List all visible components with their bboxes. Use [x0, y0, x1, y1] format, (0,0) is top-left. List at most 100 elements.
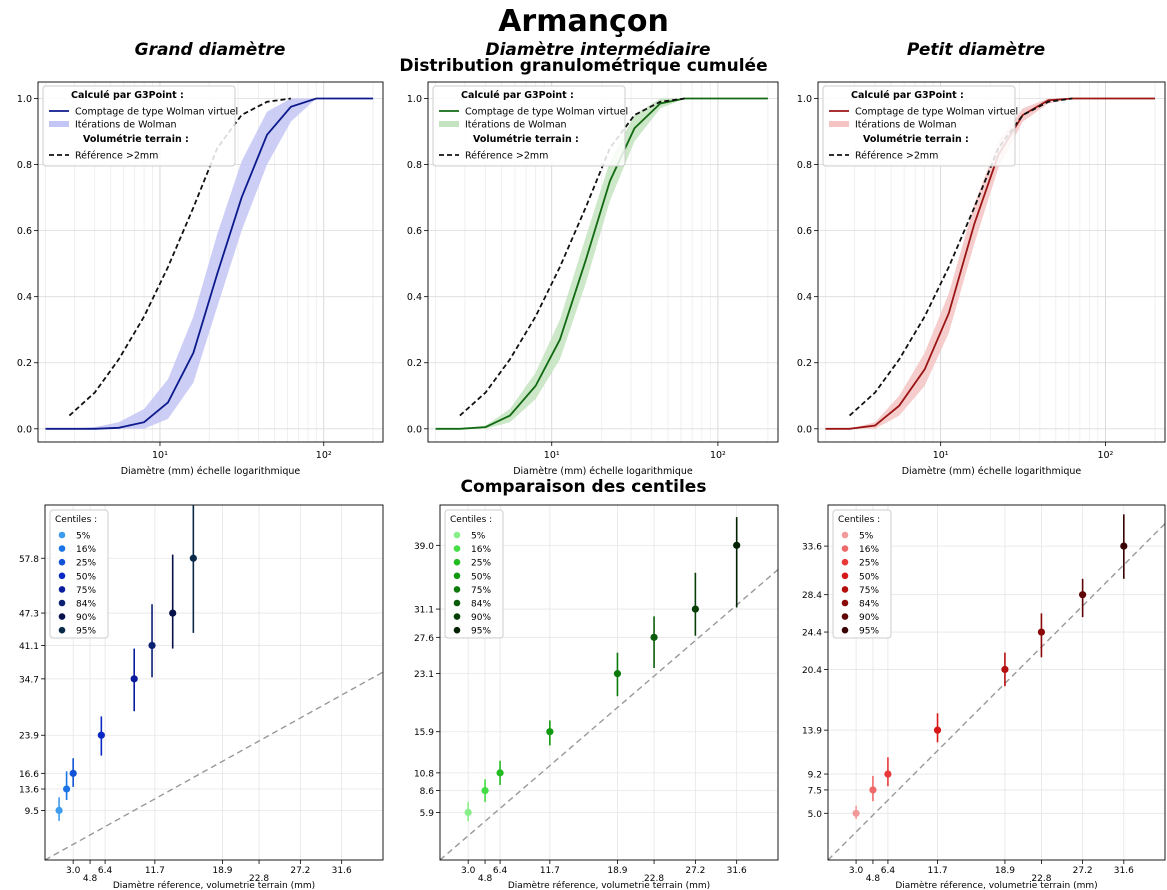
title-inter: Diamètre intermédiaire [485, 40, 711, 60]
x-axis-label: Diamètre réference, volumetrie terrain (… [508, 880, 710, 890]
legend-marker [841, 558, 849, 566]
legend-label: 5% [76, 532, 91, 542]
y-tick-label: 0.6 [797, 226, 812, 237]
legend-box [444, 509, 504, 639]
legend-heading: Calculé par G3Point : [71, 90, 184, 101]
y-tick-label: 0.6 [17, 226, 32, 237]
y-tick-label: 34.7 [19, 675, 39, 685]
legend-marker [453, 586, 461, 593]
legend-label: 50% [76, 572, 96, 582]
x-tick-label: 4.8 [478, 874, 493, 884]
legend-label: 84% [859, 600, 879, 610]
legend-heading: Calculé par G3Point : [851, 90, 964, 101]
legend-label: 5% [859, 532, 874, 542]
legend-marker [58, 572, 66, 580]
centile-point [933, 726, 942, 734]
plot-frame [817, 81, 1166, 443]
y-tick-label: 24.4 [802, 629, 822, 639]
y-tick-label: 39.0 [414, 542, 434, 552]
legend-marker [453, 531, 461, 539]
legend-swatch-band [829, 121, 849, 127]
y-tick-label: 8.6 [420, 787, 435, 797]
legend-marker [58, 545, 66, 552]
centile-point [69, 769, 77, 777]
legend-label: Itérations de Wolman [465, 120, 567, 131]
x-tick-label: 3.0 [849, 866, 864, 876]
x-tick-label: 11.7 [145, 866, 165, 876]
centile-point [1037, 628, 1046, 636]
legend-box [822, 85, 1016, 167]
legend-label: 16% [76, 545, 96, 555]
title-petit: Petit diamètre [906, 40, 1046, 60]
centile-point [546, 728, 554, 736]
plot-frame [427, 81, 779, 443]
x-tick-label: 10¹ [152, 450, 168, 461]
legend-label: 75% [76, 586, 96, 596]
y-tick-label: 31.1 [414, 606, 434, 616]
x-tick-label: 18.9 [995, 866, 1015, 876]
x-tick-label: 6.4 [98, 866, 113, 876]
y-tick-label: 1.0 [17, 94, 32, 105]
legend-marker [453, 545, 461, 552]
legend-label: Itérations de Wolman [855, 120, 957, 131]
legend-label: 95% [76, 627, 96, 637]
x-tick-label: 3.0 [66, 866, 81, 876]
centile-point [481, 787, 489, 795]
legend-heading: Volumétrie terrain : [473, 134, 579, 145]
legend-marker [841, 572, 849, 580]
centile-point [62, 785, 71, 793]
legend-heading: Volumétrie terrain : [83, 134, 189, 145]
y-tick-label: 9.5 [25, 807, 39, 817]
x-tick-label: 22.8 [249, 874, 269, 884]
y-tick-label: 41.1 [19, 642, 39, 652]
centile-point [691, 605, 699, 613]
legend-label: 50% [859, 572, 879, 582]
reference-line [848, 97, 1073, 417]
x-tick-label: 18.9 [212, 866, 232, 876]
x-tick-label: 31.6 [332, 866, 352, 876]
y-tick-label: 15.9 [414, 728, 434, 738]
y-tick-label: 0.8 [407, 160, 422, 171]
legend-label: 25% [76, 559, 96, 569]
legend-label: Référence >2mm [465, 151, 548, 162]
legend-label: 50% [471, 572, 491, 582]
x-tick-label: 11.7 [540, 866, 560, 876]
centile-point [650, 633, 658, 641]
legend-label: 75% [471, 586, 491, 596]
x-tick-label: 10² [710, 450, 726, 461]
x-tick-label: 22.8 [1031, 874, 1051, 884]
legend-marker [453, 572, 461, 580]
y-tick-label: 13.6 [19, 786, 39, 796]
y-tick-label: 23.9 [19, 732, 39, 742]
y-tick-label: 23.1 [414, 670, 434, 680]
x-tick-label: 10¹ [544, 450, 560, 461]
centile-point [189, 554, 197, 562]
y-tick-label: 0.8 [17, 160, 32, 171]
x-tick-label: 6.4 [493, 866, 508, 876]
legend-marker [58, 626, 66, 634]
y-tick-label: 0.4 [17, 292, 32, 303]
plot-frame [44, 504, 384, 861]
legend-label: 90% [859, 613, 879, 623]
x-axis-label: Diamètre réference, volumetrie terrain (… [113, 880, 315, 890]
legend-label: 90% [76, 613, 96, 623]
x-tick-label: 22.8 [644, 874, 664, 884]
x-tick-label: 3.0 [461, 866, 476, 876]
legend-label: 25% [859, 559, 879, 569]
centile-point [464, 808, 472, 816]
y-tick-label: 0.2 [17, 358, 32, 369]
identity-line [439, 569, 779, 861]
legend-label: Comptage de type Wolman virtuel [855, 107, 1018, 118]
legend-box [832, 509, 892, 639]
centile-point [1001, 665, 1009, 674]
x-tick-label: 6.4 [881, 866, 896, 876]
legend-box [42, 85, 236, 167]
y-tick-label: 5.9 [420, 809, 435, 819]
y-tick-label: 0.0 [407, 424, 422, 435]
legend-marker [453, 626, 461, 634]
legend-swatch-band [439, 121, 459, 127]
legend-marker [841, 613, 849, 620]
y-tick-label: 9.2 [808, 771, 822, 781]
legend-marker [58, 613, 66, 620]
legend-marker [58, 599, 66, 607]
